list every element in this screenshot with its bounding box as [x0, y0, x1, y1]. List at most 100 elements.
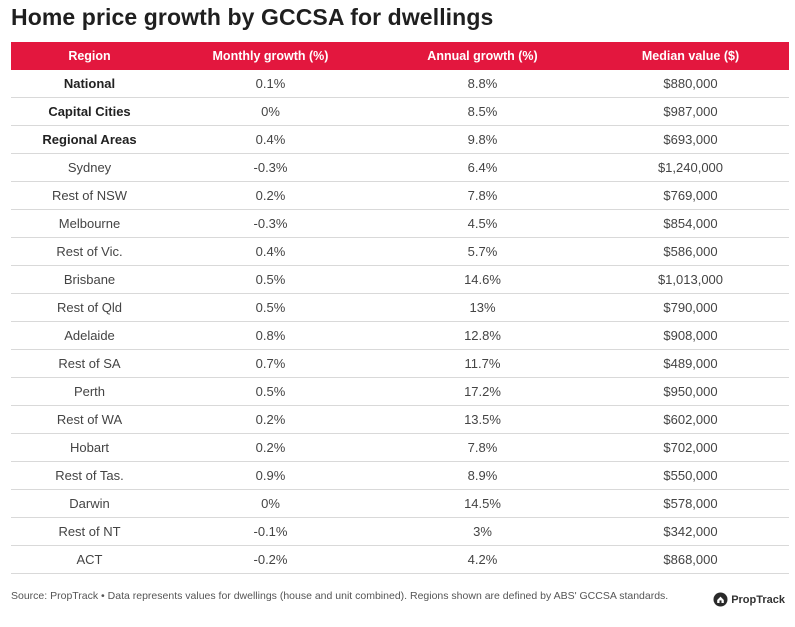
brand-logo: PropTrack	[713, 592, 785, 607]
cell-monthly-growth: -0.1%	[168, 517, 373, 546]
cell-annual-growth: 6.4%	[373, 153, 592, 182]
cell-region: Rest of WA	[11, 405, 168, 434]
table-row: Darwin 0% 14.5% $578,000	[11, 489, 789, 518]
cell-median-value: $489,000	[592, 349, 789, 378]
cell-median-value: $868,000	[592, 545, 789, 574]
table-row: Rest of SA 0.7% 11.7% $489,000	[11, 349, 789, 378]
cell-annual-growth: 12.8%	[373, 321, 592, 350]
cell-monthly-growth: 0.1%	[168, 70, 373, 98]
table-row: Rest of Qld 0.5% 13% $790,000	[11, 293, 789, 322]
cell-monthly-growth: 0.4%	[168, 237, 373, 266]
cell-annual-growth: 14.6%	[373, 265, 592, 294]
cell-monthly-growth: 0.5%	[168, 293, 373, 322]
table-row: ACT -0.2% 4.2% $868,000	[11, 545, 789, 574]
cell-annual-growth: 17.2%	[373, 377, 592, 406]
cell-annual-growth: 8.8%	[373, 70, 592, 98]
cell-region: Rest of Tas.	[11, 461, 168, 490]
cell-region: Rest of SA	[11, 349, 168, 378]
cell-annual-growth: 8.9%	[373, 461, 592, 490]
cell-median-value: $342,000	[592, 517, 789, 546]
cell-median-value: $880,000	[592, 70, 789, 98]
cell-median-value: $586,000	[592, 237, 789, 266]
table-body: National 0.1% 8.8% $880,000 Capital Cities 0%…	[11, 70, 789, 574]
cell-region: Brisbane	[11, 265, 168, 294]
brand-name: PropTrack	[731, 593, 785, 606]
table-row: Rest of NT -0.1% 3% $342,000	[11, 517, 789, 546]
cell-median-value: $854,000	[592, 209, 789, 238]
table-row: Hobart 0.2% 7.8% $702,000	[11, 433, 789, 462]
column-header-monthly: Monthly growth (%)	[168, 42, 373, 70]
cell-region: Darwin	[11, 489, 168, 518]
cell-monthly-growth: 0.2%	[168, 433, 373, 462]
cell-region: Rest of NSW	[11, 181, 168, 210]
growth-table: Region Monthly growth (%) Annual growth …	[11, 42, 789, 574]
table-row: Adelaide 0.8% 12.8% $908,000	[11, 321, 789, 350]
cell-median-value: $987,000	[592, 97, 789, 126]
cell-region: Rest of NT	[11, 517, 168, 546]
cell-annual-growth: 4.5%	[373, 209, 592, 238]
proptrack-logo-icon	[713, 592, 728, 607]
cell-monthly-growth: -0.3%	[168, 153, 373, 182]
column-header-median: Median value ($)	[592, 42, 789, 70]
cell-region: Regional Areas	[11, 125, 168, 154]
cell-region: ACT	[11, 545, 168, 574]
cell-monthly-growth: 0.5%	[168, 377, 373, 406]
cell-median-value: $790,000	[592, 293, 789, 322]
cell-median-value: $769,000	[592, 181, 789, 210]
table-row: Melbourne -0.3% 4.5% $854,000	[11, 209, 789, 238]
table-row: Sydney -0.3% 6.4% $1,240,000	[11, 153, 789, 182]
cell-median-value: $550,000	[592, 461, 789, 490]
cell-region: Melbourne	[11, 209, 168, 238]
table-row: Rest of Tas. 0.9% 8.9% $550,000	[11, 461, 789, 490]
cell-monthly-growth: 0.5%	[168, 265, 373, 294]
cell-monthly-growth: 0.7%	[168, 349, 373, 378]
cell-region: Rest of Vic.	[11, 237, 168, 266]
cell-monthly-growth: 0.4%	[168, 125, 373, 154]
cell-median-value: $702,000	[592, 433, 789, 462]
source-note: Source: PropTrack • Data represents valu…	[11, 590, 669, 602]
table-row: Rest of WA 0.2% 13.5% $602,000	[11, 405, 789, 434]
cell-annual-growth: 7.8%	[373, 181, 592, 210]
cell-monthly-growth: 0.9%	[168, 461, 373, 490]
cell-annual-growth: 8.5%	[373, 97, 592, 126]
cell-annual-growth: 3%	[373, 517, 592, 546]
cell-median-value: $1,240,000	[592, 153, 789, 182]
table-row: Rest of Vic. 0.4% 5.7% $586,000	[11, 237, 789, 266]
cell-monthly-growth: -0.3%	[168, 209, 373, 238]
cell-median-value: $693,000	[592, 125, 789, 154]
table-row: Regional Areas 0.4% 9.8% $693,000	[11, 125, 789, 154]
cell-region: National	[11, 70, 168, 98]
table-row: Brisbane 0.5% 14.6% $1,013,000	[11, 265, 789, 294]
cell-annual-growth: 14.5%	[373, 489, 592, 518]
cell-monthly-growth: -0.2%	[168, 545, 373, 574]
column-header-annual: Annual growth (%)	[373, 42, 592, 70]
cell-annual-growth: 11.7%	[373, 349, 592, 378]
cell-median-value: $578,000	[592, 489, 789, 518]
cell-monthly-growth: 0%	[168, 97, 373, 126]
column-header-region: Region	[11, 42, 168, 70]
cell-annual-growth: 5.7%	[373, 237, 592, 266]
cell-median-value: $1,013,000	[592, 265, 789, 294]
cell-region: Adelaide	[11, 321, 168, 350]
cell-annual-growth: 9.8%	[373, 125, 592, 154]
cell-median-value: $602,000	[592, 405, 789, 434]
cell-monthly-growth: 0.2%	[168, 181, 373, 210]
cell-annual-growth: 13.5%	[373, 405, 592, 434]
table-row: Capital Cities 0% 8.5% $987,000	[11, 97, 789, 126]
page-title: Home price growth by GCCSA for dwellings	[11, 4, 494, 30]
cell-annual-growth: 7.8%	[373, 433, 592, 462]
cell-annual-growth: 4.2%	[373, 545, 592, 574]
cell-region: Capital Cities	[11, 97, 168, 126]
table-row: Rest of NSW 0.2% 7.8% $769,000	[11, 181, 789, 210]
table-row: Perth 0.5% 17.2% $950,000	[11, 377, 789, 406]
cell-monthly-growth: 0.8%	[168, 321, 373, 350]
cell-region: Rest of Qld	[11, 293, 168, 322]
cell-region: Perth	[11, 377, 168, 406]
cell-annual-growth: 13%	[373, 293, 592, 322]
table-header-row: Region Monthly growth (%) Annual growth …	[11, 42, 789, 70]
cell-monthly-growth: 0.2%	[168, 405, 373, 434]
table-row: National 0.1% 8.8% $880,000	[11, 70, 789, 98]
cell-region: Hobart	[11, 433, 168, 462]
cell-monthly-growth: 0%	[168, 489, 373, 518]
cell-median-value: $950,000	[592, 377, 789, 406]
